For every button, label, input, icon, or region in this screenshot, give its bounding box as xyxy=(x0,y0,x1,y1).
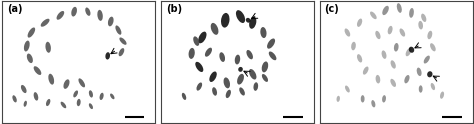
Ellipse shape xyxy=(239,87,245,96)
Ellipse shape xyxy=(89,103,93,109)
Ellipse shape xyxy=(345,86,350,93)
Ellipse shape xyxy=(430,43,436,51)
Ellipse shape xyxy=(119,37,127,45)
Ellipse shape xyxy=(391,79,396,87)
Ellipse shape xyxy=(224,77,230,88)
Ellipse shape xyxy=(24,41,30,51)
Text: (c): (c) xyxy=(325,4,339,14)
Ellipse shape xyxy=(397,3,402,13)
Ellipse shape xyxy=(115,25,121,35)
Ellipse shape xyxy=(236,10,245,23)
Ellipse shape xyxy=(100,93,104,100)
Ellipse shape xyxy=(391,60,396,69)
Ellipse shape xyxy=(105,52,110,60)
Ellipse shape xyxy=(226,90,231,98)
Ellipse shape xyxy=(404,75,410,83)
Ellipse shape xyxy=(27,54,33,63)
Ellipse shape xyxy=(12,95,17,102)
Ellipse shape xyxy=(97,10,103,21)
Ellipse shape xyxy=(351,42,356,50)
Ellipse shape xyxy=(34,66,41,75)
Ellipse shape xyxy=(219,52,225,62)
Ellipse shape xyxy=(246,50,253,59)
Ellipse shape xyxy=(212,87,217,96)
Ellipse shape xyxy=(198,32,207,43)
Ellipse shape xyxy=(427,71,432,77)
Ellipse shape xyxy=(375,31,381,39)
Ellipse shape xyxy=(110,93,115,99)
Ellipse shape xyxy=(400,28,405,37)
Ellipse shape xyxy=(24,101,27,107)
Text: (b): (b) xyxy=(166,4,182,14)
Ellipse shape xyxy=(262,62,268,72)
Ellipse shape xyxy=(41,19,50,27)
Ellipse shape xyxy=(337,96,340,102)
Ellipse shape xyxy=(262,74,268,82)
Ellipse shape xyxy=(27,27,35,38)
Ellipse shape xyxy=(85,7,91,16)
Ellipse shape xyxy=(64,79,70,89)
Ellipse shape xyxy=(388,26,392,34)
Ellipse shape xyxy=(61,102,66,108)
Ellipse shape xyxy=(370,12,377,19)
Ellipse shape xyxy=(221,13,229,28)
Ellipse shape xyxy=(394,43,399,52)
Ellipse shape xyxy=(89,90,93,98)
Ellipse shape xyxy=(235,55,240,64)
Ellipse shape xyxy=(254,82,258,91)
Ellipse shape xyxy=(78,78,85,87)
Ellipse shape xyxy=(193,36,199,46)
Ellipse shape xyxy=(383,6,389,15)
Ellipse shape xyxy=(249,69,256,79)
Text: (a): (a) xyxy=(7,4,22,14)
Ellipse shape xyxy=(197,82,202,91)
Ellipse shape xyxy=(77,99,81,106)
Ellipse shape xyxy=(237,74,244,85)
Ellipse shape xyxy=(371,100,375,107)
Ellipse shape xyxy=(267,38,275,49)
Ellipse shape xyxy=(205,48,212,57)
Ellipse shape xyxy=(417,68,421,76)
Ellipse shape xyxy=(375,75,380,83)
Ellipse shape xyxy=(46,42,51,53)
Ellipse shape xyxy=(260,27,266,38)
Ellipse shape xyxy=(56,11,64,20)
Ellipse shape xyxy=(409,8,414,18)
Ellipse shape xyxy=(363,66,369,75)
Ellipse shape xyxy=(440,92,444,99)
Ellipse shape xyxy=(382,50,386,59)
Ellipse shape xyxy=(46,99,50,106)
Ellipse shape xyxy=(48,74,54,85)
Ellipse shape xyxy=(246,18,251,23)
Ellipse shape xyxy=(238,67,243,72)
Ellipse shape xyxy=(269,51,276,60)
Ellipse shape xyxy=(428,31,432,39)
Ellipse shape xyxy=(361,95,365,103)
Ellipse shape xyxy=(210,71,217,82)
Ellipse shape xyxy=(73,90,78,97)
Ellipse shape xyxy=(21,85,27,93)
Ellipse shape xyxy=(424,56,430,63)
Ellipse shape xyxy=(419,21,423,30)
Ellipse shape xyxy=(431,83,435,90)
Ellipse shape xyxy=(189,48,195,59)
Ellipse shape xyxy=(382,95,386,103)
Ellipse shape xyxy=(357,19,362,27)
Ellipse shape xyxy=(108,17,114,26)
Ellipse shape xyxy=(345,28,350,37)
Ellipse shape xyxy=(406,48,411,56)
Ellipse shape xyxy=(34,92,38,101)
Ellipse shape xyxy=(71,7,77,16)
Ellipse shape xyxy=(182,93,186,100)
Ellipse shape xyxy=(211,23,219,35)
Ellipse shape xyxy=(249,17,256,29)
Ellipse shape xyxy=(421,14,426,22)
Ellipse shape xyxy=(357,54,362,62)
Ellipse shape xyxy=(118,48,124,56)
Ellipse shape xyxy=(195,62,203,72)
Ellipse shape xyxy=(419,85,423,93)
Ellipse shape xyxy=(409,47,414,53)
